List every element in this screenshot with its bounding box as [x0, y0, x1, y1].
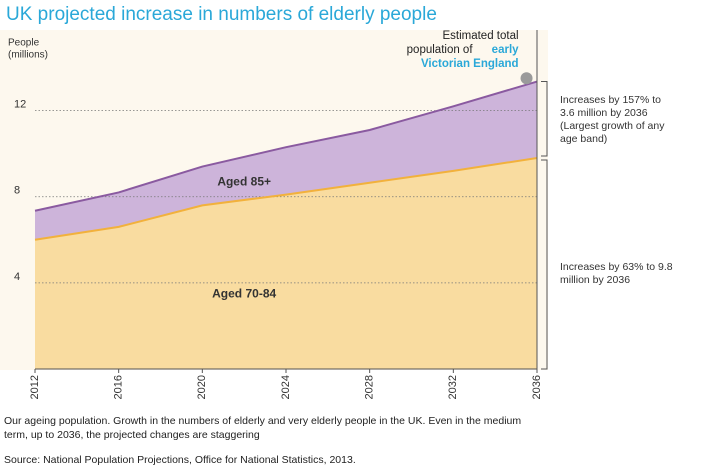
reference-label: early	[492, 44, 519, 56]
bracket	[541, 81, 548, 157]
annotation: million by 2036	[560, 274, 630, 286]
caption: Our ageing population. Growth in the num…	[4, 415, 521, 427]
annotation: Increases by 157% to	[560, 94, 661, 106]
caption: term, up to 2036, the projected changes …	[4, 429, 260, 441]
area	[35, 157, 537, 369]
annotation: (Largest growth of any	[560, 120, 665, 132]
x-tick-label: 2024	[280, 375, 292, 399]
reference-point	[520, 72, 533, 85]
line	[34, 156, 538, 241]
series-label: Aged 85+	[217, 175, 271, 189]
annotation: Increases by 63% to 9.8	[560, 261, 673, 273]
x-tick-label: 2036	[531, 375, 543, 399]
bracket	[541, 159, 548, 370]
reference-label: population of	[407, 44, 474, 56]
y-tick-label: 8	[14, 185, 20, 197]
reference-label: Estimated total	[442, 30, 518, 42]
y-tick-label: 4	[14, 271, 20, 283]
area	[35, 81, 537, 240]
y-axis-label: People	[8, 38, 40, 49]
x-tick-label: 2032	[447, 375, 459, 399]
y-tick-label: 12	[14, 99, 26, 111]
x-tick-label: 2016	[113, 375, 125, 399]
source: Source: National Population Projections,…	[4, 454, 356, 466]
reference-label: Victorian England	[421, 58, 519, 70]
annotation: 3.6 million by 2036	[560, 107, 648, 119]
annotation: age band)	[560, 133, 607, 145]
x-tick-label: 2020	[196, 375, 208, 399]
y-axis-label: (millions)	[8, 50, 48, 61]
x-tick-label: 2012	[29, 375, 41, 399]
chart-title: UK projected increase in numbers of elde…	[6, 4, 437, 25]
line	[34, 80, 538, 212]
x-tick-label: 2028	[364, 375, 376, 399]
series-label: Aged 70-84	[212, 287, 276, 301]
